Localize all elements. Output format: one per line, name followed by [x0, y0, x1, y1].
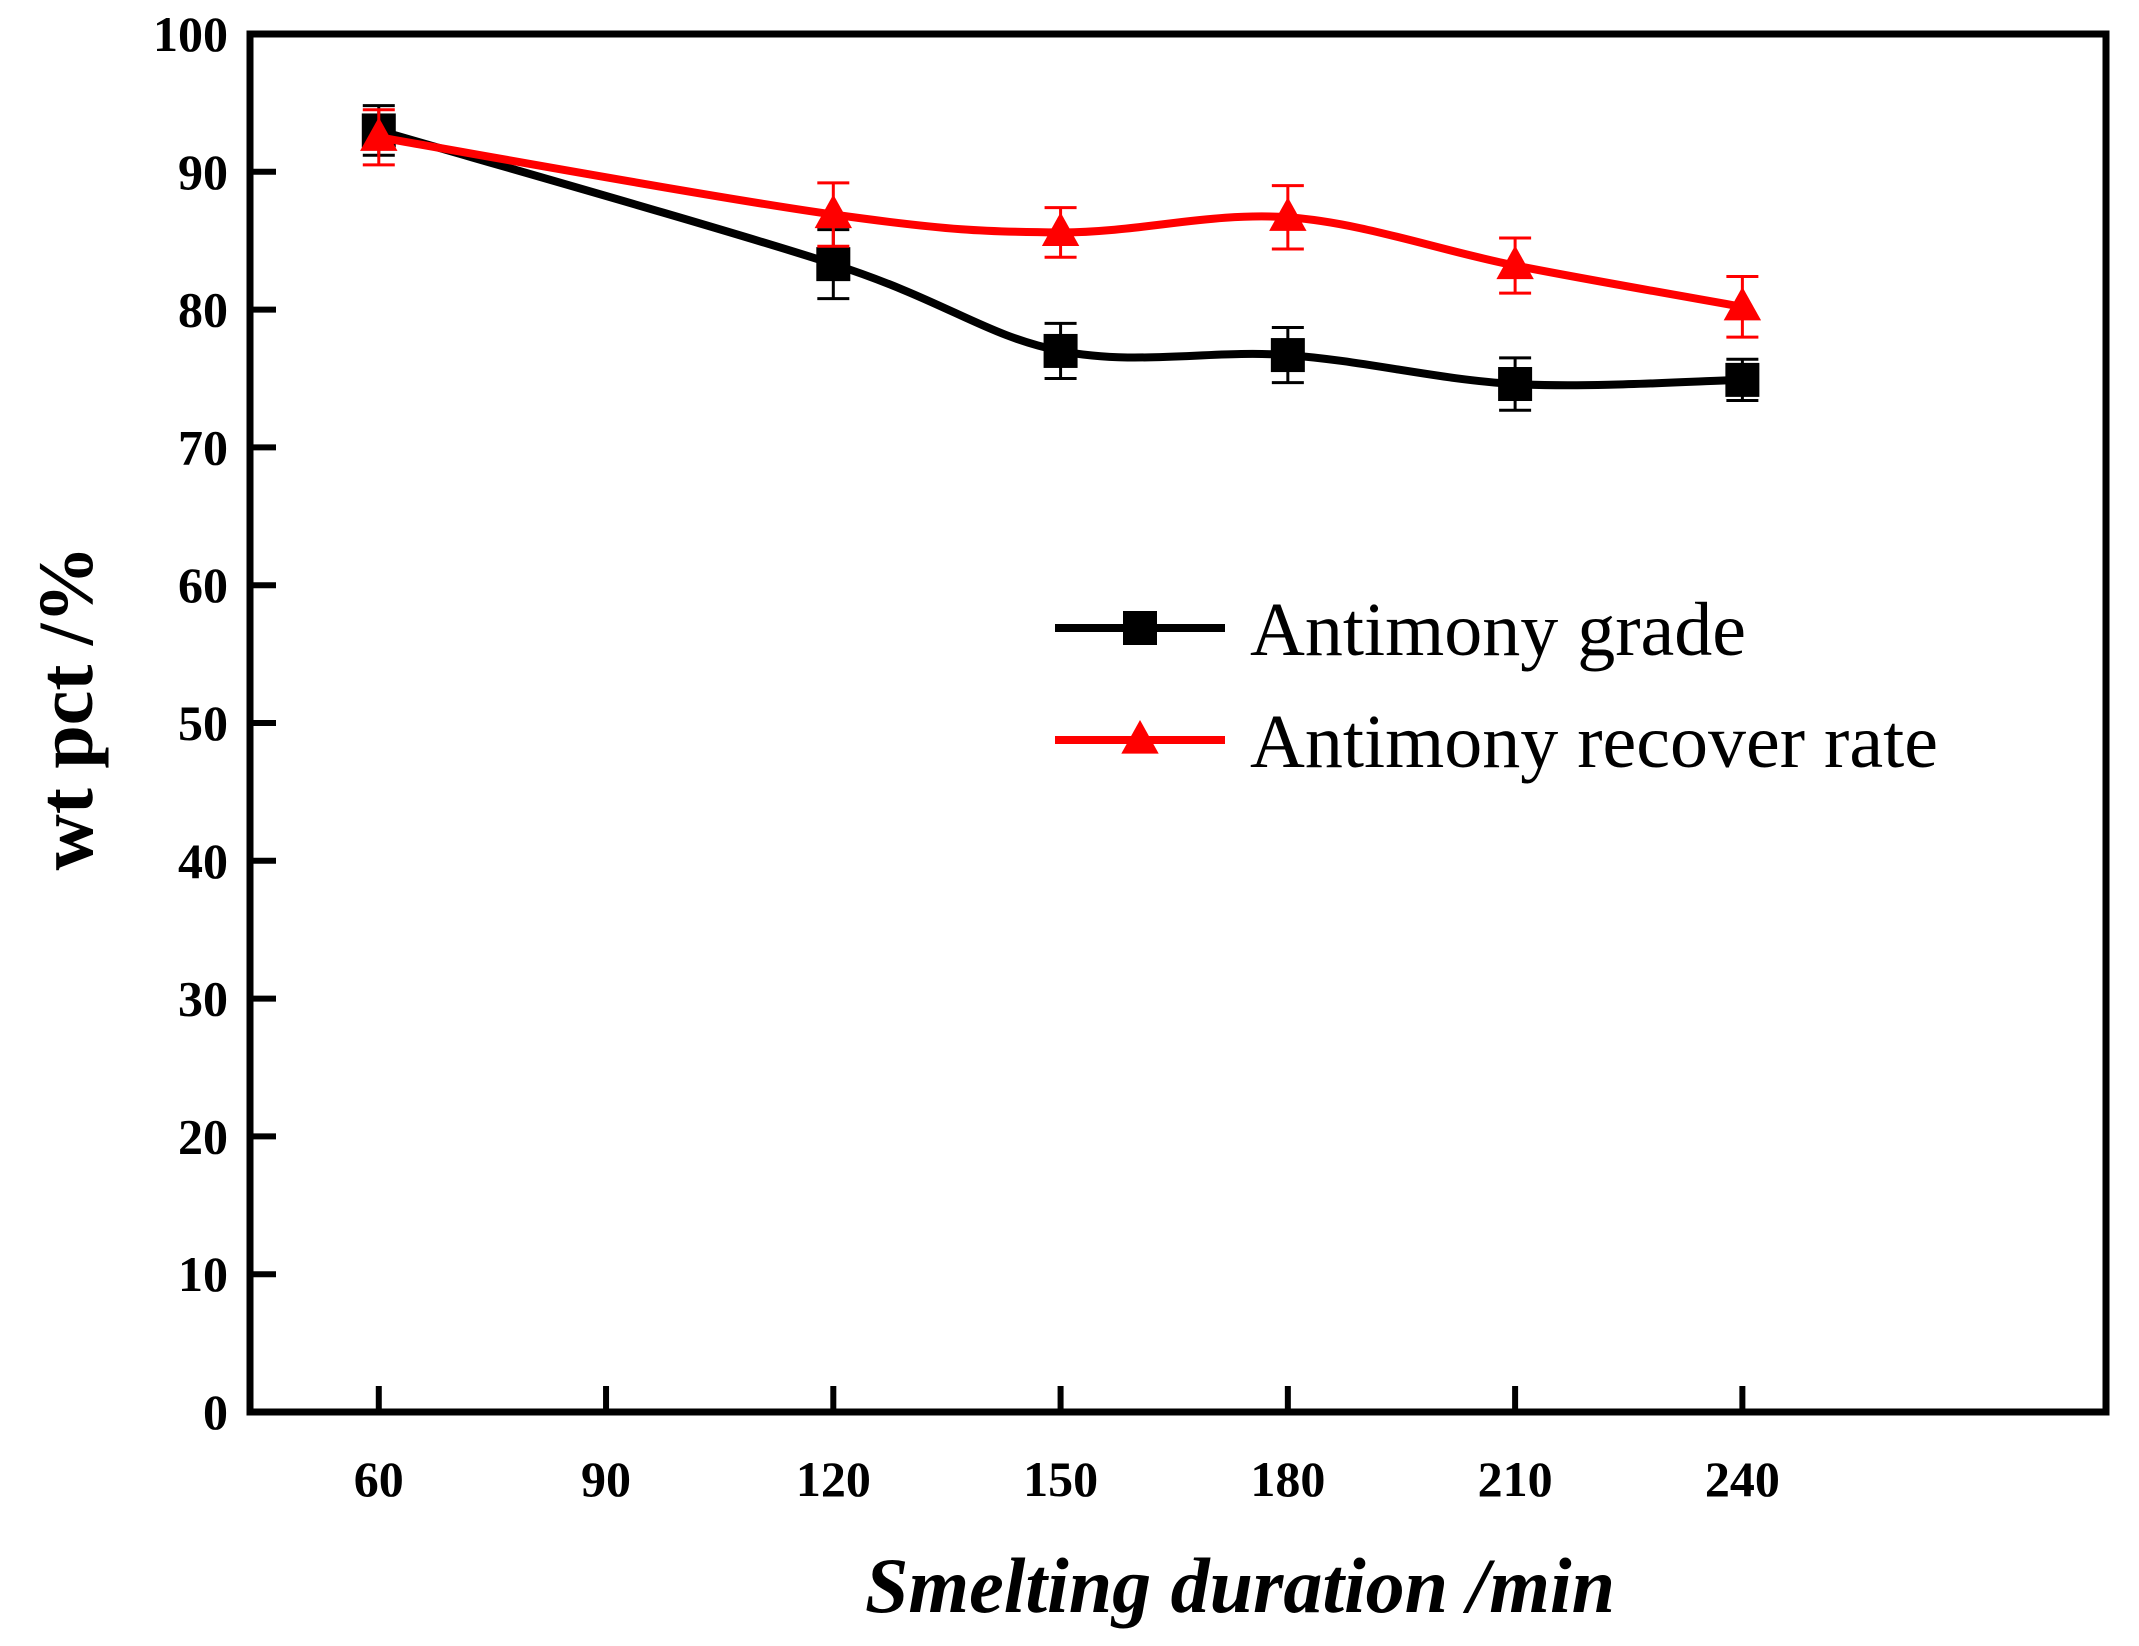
legend-item: Antimony recover rate	[1055, 700, 1938, 784]
x-tick-label: 90	[581, 1451, 631, 1507]
x-axis-title: Smelting duration /min	[865, 1542, 1615, 1629]
y-tick-label: 20	[178, 1108, 228, 1164]
x-tick-label: 240	[1705, 1451, 1780, 1507]
y-tick-label: 60	[178, 557, 228, 613]
data-point	[814, 194, 853, 229]
y-axis-title: wt pct /%	[22, 546, 109, 871]
y-tick-label: 30	[178, 971, 228, 1027]
plot-layer	[360, 104, 1762, 412]
legend: Antimony grade Antimony recover rate	[1055, 588, 1938, 784]
y-tick-label: 90	[178, 144, 228, 200]
y-tick-label: 100	[153, 6, 228, 62]
data-point	[1041, 212, 1080, 246]
y-tick-label: 40	[178, 833, 228, 889]
data-point	[816, 247, 851, 282]
x-tick-label: 180	[1250, 1451, 1325, 1507]
x-axis: 60 90 120 150 180 210 240	[354, 1386, 1780, 1507]
y-tick-label: 80	[178, 282, 228, 338]
data-point	[1270, 338, 1305, 373]
data-point	[1725, 362, 1760, 397]
y-axis: 0 10 20 30 40 50 60 70 80 90 100	[153, 6, 276, 1440]
legend-label: Antimony grade	[1250, 588, 1746, 672]
legend-label: Antimony recover rate	[1250, 700, 1938, 784]
data-point	[360, 117, 398, 151]
series-line	[378, 133, 1744, 311]
y-tick-label: 0	[203, 1384, 228, 1440]
y-tick-label: 70	[178, 419, 228, 475]
y-tick-label: 50	[178, 695, 228, 751]
x-tick-label: 60	[354, 1451, 404, 1507]
y-tick-label: 10	[178, 1246, 228, 1302]
legend-marker	[1123, 611, 1157, 645]
x-tick-label: 150	[1023, 1451, 1098, 1507]
series-antimony-recover-rate	[360, 108, 1762, 339]
data-point	[1498, 367, 1533, 402]
data-point	[1496, 245, 1534, 280]
x-tick-label: 210	[1478, 1451, 1553, 1507]
legend-item: Antimony grade	[1055, 588, 1746, 672]
data-point	[1043, 333, 1078, 368]
series-antimony-grade	[361, 104, 1760, 412]
x-tick-label: 120	[796, 1451, 871, 1507]
data-point	[1269, 197, 1307, 231]
data-point	[1723, 286, 1762, 321]
legend-marker	[1121, 719, 1159, 754]
